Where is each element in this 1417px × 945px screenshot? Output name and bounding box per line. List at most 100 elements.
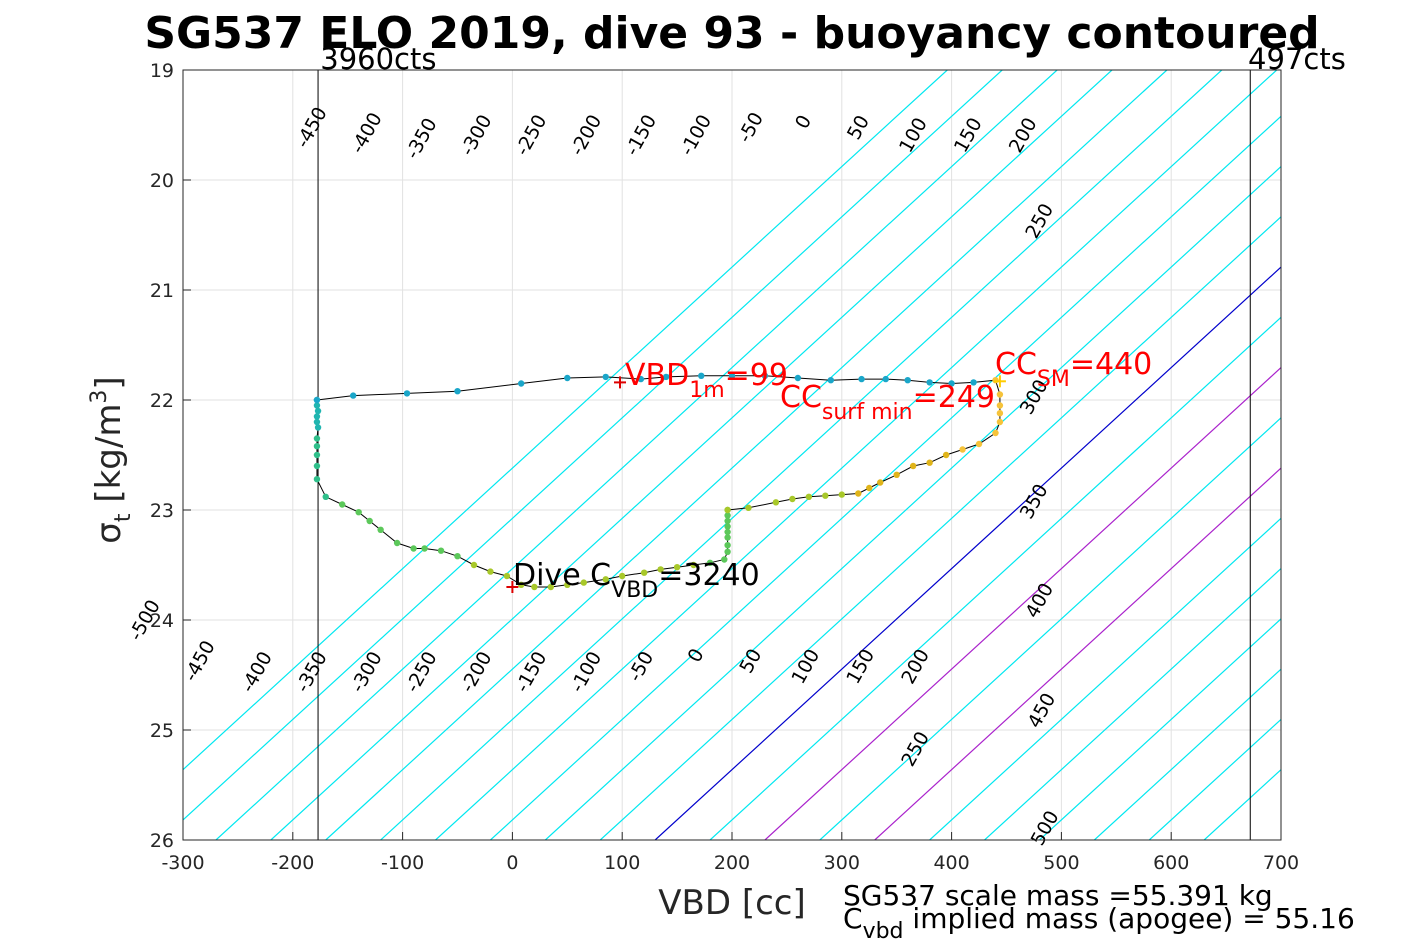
data-point: [970, 379, 977, 386]
contour-label: 150: [842, 645, 879, 687]
x-tick-label: -200: [271, 852, 314, 874]
data-point: [926, 459, 933, 466]
implied-mass-text: Cvbd implied mass (apogee) = 55.16: [843, 902, 1355, 944]
data-point: [619, 572, 626, 580]
x-tick-label: 500: [1043, 852, 1079, 874]
contour-label: 250: [1021, 200, 1058, 242]
data-point: [673, 564, 681, 571]
data-point: [794, 374, 802, 382]
contour-line: [984, 567, 1281, 840]
y-ticks: 19 20 21 22 23 24 25 26: [150, 60, 191, 852]
contour-line: [183, 70, 948, 771]
data-point: [909, 462, 917, 470]
y-tick-label: 24: [150, 610, 174, 632]
contour-line: [819, 417, 1281, 840]
data-point: [437, 547, 445, 554]
contour-label: 150: [950, 114, 987, 156]
contour-line: [270, 70, 1113, 840]
dive-trajectory: [313, 372, 1004, 591]
data-point: [942, 451, 950, 459]
contour-label: 400: [1021, 579, 1058, 621]
data-point: [393, 539, 401, 547]
contour-label: -350: [401, 114, 441, 162]
contour-label: 200: [897, 645, 934, 687]
data-point: [349, 392, 357, 399]
data-point: [322, 493, 329, 500]
contour-label: 50: [843, 112, 874, 144]
vbd-1m-annotation: VBD1m=99: [625, 358, 788, 403]
x-tick-label: 100: [604, 852, 640, 874]
x-tick-label: -300: [161, 852, 204, 874]
data-point: [959, 446, 966, 453]
vbd-limit-label: 497cts: [1248, 42, 1346, 76]
data-point: [487, 568, 494, 575]
contour-line: [325, 70, 1168, 840]
x-tick-label: 600: [1153, 852, 1189, 874]
contour-line: [1148, 718, 1281, 840]
y-tick-label: 21: [150, 280, 174, 302]
data-point: [503, 572, 511, 580]
y-tick-label: 23: [150, 500, 174, 522]
contour-label: 0: [791, 111, 816, 132]
data-point: [996, 402, 1004, 409]
data-point: [866, 484, 873, 492]
data-point: [657, 566, 664, 573]
data-point: [564, 581, 571, 588]
contour-label: 500: [1027, 807, 1064, 849]
data-point: [877, 479, 884, 486]
contour-label: 50: [735, 645, 766, 677]
data-point: [858, 375, 865, 383]
data-point: [517, 581, 525, 588]
scale-mass-text: SG537 scale mass =55.391 kg: [843, 879, 1273, 912]
data-point: [421, 545, 428, 552]
contour-line: [709, 316, 1281, 840]
data-point: [314, 424, 322, 431]
buoyancy-contours: [183, 70, 1281, 840]
contour-line: [1203, 768, 1281, 840]
contour-label: -450: [180, 637, 220, 685]
data-point: [838, 491, 845, 498]
contour-label: 200: [1005, 114, 1042, 156]
vbd-limits: 3960cts 497cts: [317, 42, 1346, 840]
data-point: [454, 388, 461, 395]
data-point: [580, 579, 587, 586]
data-point: [690, 561, 697, 569]
data-point: [313, 443, 321, 450]
data-point: [454, 553, 461, 560]
data-point: [339, 501, 346, 508]
contour-line: [183, 70, 1003, 821]
contour-label: 100: [895, 114, 932, 156]
contour-line: [544, 165, 1281, 840]
contour-label: -50: [734, 109, 768, 147]
x-tick-label: 300: [824, 852, 860, 874]
dive-cvbd-annotation: Dive CVBD=3240: [513, 558, 760, 603]
contour-line: [1039, 618, 1281, 840]
data-point: [721, 556, 728, 563]
x-tick-label: 400: [933, 852, 969, 874]
data-point: [926, 379, 933, 386]
data-point: [996, 418, 1004, 426]
data-point: [313, 451, 321, 459]
data-point: [789, 495, 796, 503]
contour-label: -50: [624, 648, 658, 686]
contour-line: [490, 115, 1281, 840]
contour-line: [215, 70, 1058, 840]
contour-label: -100: [676, 111, 716, 159]
contour-line: [380, 70, 1223, 840]
contour-line: [874, 467, 1281, 840]
data-point: [313, 476, 321, 483]
x-tick-label: -100: [381, 852, 424, 874]
data-point: [996, 410, 1004, 417]
y-axis-label: σt [kg/m3]: [87, 376, 136, 543]
data-point: [745, 504, 752, 511]
y-tick-label: 26: [150, 830, 174, 852]
contour-line: [1093, 668, 1281, 840]
data-point: [547, 583, 555, 591]
contour-label: -400: [347, 109, 387, 157]
data-point: [377, 526, 384, 533]
data-point: [728, 372, 736, 379]
contour-label: 350: [1016, 480, 1053, 522]
data-point: [706, 559, 714, 566]
data-point: [564, 374, 571, 382]
